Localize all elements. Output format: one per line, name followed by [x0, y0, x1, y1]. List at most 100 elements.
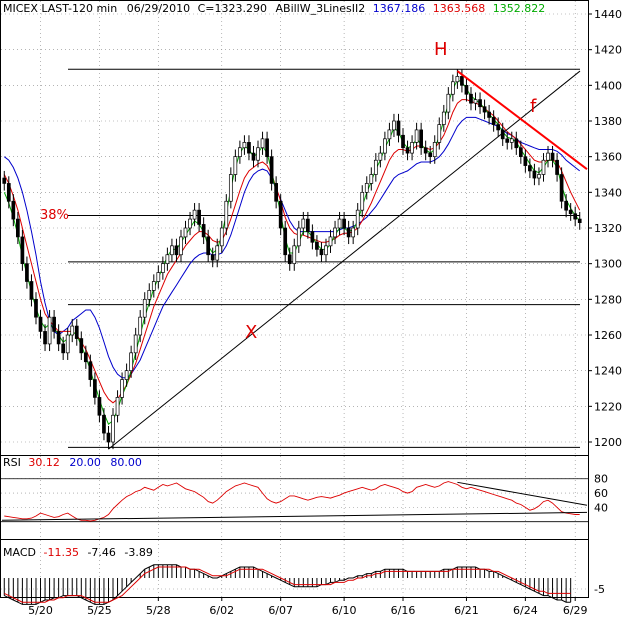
ma-line-0 [3, 116, 581, 379]
macd-line-0 [4, 564, 571, 605]
price-tick-label: 1200 [594, 436, 622, 449]
candle-body [342, 218, 346, 229]
candle-body [528, 165, 532, 172]
candle-body [61, 343, 66, 354]
candle-body [518, 147, 523, 158]
candle-body [56, 331, 61, 345]
candle-body [274, 183, 278, 202]
symbol-label: MICEX LAST-120 min [3, 2, 117, 15]
candle-body [373, 159, 378, 175]
rsi-support-line [1, 511, 588, 521]
macd-panel [0, 539, 589, 598]
candle-body [428, 152, 433, 158]
candle-body [47, 316, 52, 345]
downtrend-line [456, 70, 588, 170]
candle-body [287, 254, 292, 265]
candle-body [324, 245, 328, 256]
x-tick-label: 6/02 [209, 604, 234, 617]
macd-lines [3, 564, 572, 605]
candle-body [315, 241, 319, 250]
candle-body [65, 334, 70, 354]
candle-body [43, 331, 47, 345]
x-tick-label: 5/25 [87, 604, 112, 617]
candle-body [296, 227, 301, 247]
annotation-x: X [245, 322, 257, 343]
y-axis-labels: 1200 1220 1240 1260 1280 1300 1320 1340 1360 1380… [588, 8, 622, 596]
rsi-tick-label: 80 [594, 473, 608, 486]
candle-body [129, 352, 133, 372]
price-tick-label: 1420 [594, 44, 622, 57]
candle-body [555, 159, 559, 175]
macd-tick-label: -5 [594, 583, 605, 596]
price-bars [2, 69, 582, 450]
candle-body [242, 142, 247, 149]
candle-body [124, 370, 129, 380]
x-tick-label: 6/24 [513, 604, 538, 617]
rsi-value: 30.12 [28, 456, 60, 469]
candle-body [260, 138, 265, 149]
candle-body [392, 120, 396, 131]
price-tick-label: 1260 [594, 329, 622, 342]
candle-body [34, 298, 38, 318]
candle-body [16, 218, 20, 238]
candle-body [328, 236, 333, 247]
candle-body [491, 117, 496, 125]
candle-body [278, 200, 283, 229]
candle-body [573, 213, 578, 220]
candle-body [138, 316, 143, 336]
candle-body [360, 191, 365, 211]
candle-body [550, 152, 555, 161]
candle-body [170, 245, 174, 256]
ma-green-value: 1352.822 [493, 2, 546, 15]
fib-38-label: 38% [40, 208, 69, 223]
candle-body [79, 338, 84, 354]
chart-header: MICEX LAST-120 min 06/29/2010 C=1323.290… [3, 2, 545, 15]
price-tick-label: 1400 [594, 79, 622, 92]
candle-body [228, 174, 233, 202]
candle-body [174, 245, 179, 256]
price-tick-label: 1280 [594, 293, 622, 306]
candle-body [496, 124, 501, 131]
candle-body [20, 236, 25, 265]
candle-body [478, 99, 482, 108]
candle-body [419, 129, 423, 149]
macd-v2: -7.46 [87, 546, 115, 559]
candle-body [256, 147, 260, 161]
candle-body [423, 147, 428, 154]
candle-body [156, 272, 161, 282]
candle-body [537, 174, 541, 179]
rsi-trend-line [457, 481, 588, 506]
macd-header: MACD -11.35 -7.46 -3.89 [3, 546, 153, 559]
trend-lines [108, 70, 588, 450]
candle-body [441, 111, 446, 125]
macd-line-1 [4, 566, 571, 603]
candle-body [414, 129, 419, 143]
candle-body [514, 138, 519, 149]
rsi-name: RSI [3, 456, 21, 469]
candle-body [2, 177, 7, 184]
candle-body [410, 142, 414, 154]
candle-body [88, 361, 93, 380]
candle-body [251, 152, 256, 161]
study-label: ABillW_3LinesII2 [276, 2, 366, 15]
x-tick-label: 6/16 [391, 604, 416, 617]
candle-body [306, 218, 310, 232]
x-tick-label: 6/10 [332, 604, 357, 617]
ma-blue-value: 1367.186 [373, 2, 426, 15]
rsi-tick-label: 60 [594, 487, 608, 500]
x-tick-label: 5/20 [28, 604, 53, 617]
candle-body [25, 263, 29, 282]
candle-body [188, 218, 192, 229]
candle-body [532, 170, 537, 179]
candle-body [473, 99, 478, 104]
candle-body [206, 236, 211, 256]
candle-body [120, 379, 124, 398]
candle-body [351, 227, 356, 238]
annotation-f: f [530, 96, 537, 117]
candle-body [6, 183, 11, 202]
candle-body [482, 106, 487, 113]
candle-body [70, 325, 75, 336]
x-tick-label: 6/21 [454, 604, 479, 617]
candle-body [319, 249, 324, 256]
